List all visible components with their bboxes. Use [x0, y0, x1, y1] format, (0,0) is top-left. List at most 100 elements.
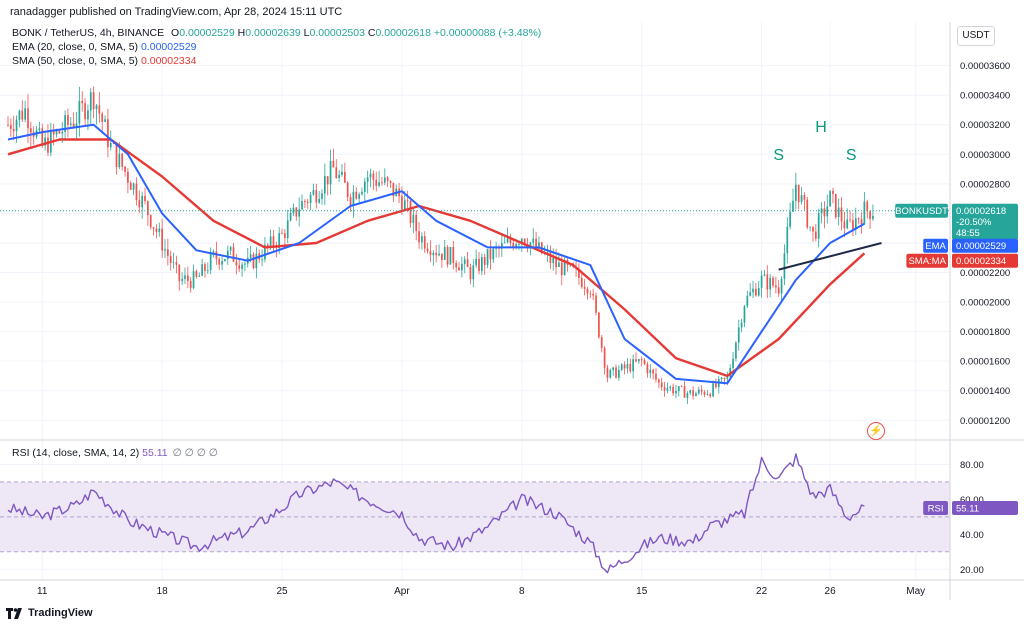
candle-body — [563, 259, 566, 276]
sma-legend[interactable]: SMA (50, close, 0, SMA, 5) 0.00002334 — [12, 55, 196, 67]
price-tick-label: 0.00001600 — [960, 357, 1010, 368]
ema-legend-label: EMA (20, close, 0, SMA, 5) — [12, 41, 139, 53]
candle-body — [15, 119, 18, 132]
candle-body — [520, 238, 523, 245]
currency-label: USDT — [962, 30, 990, 41]
candle-body — [620, 364, 623, 371]
candlestick-series — [7, 86, 874, 404]
candle-body — [586, 288, 589, 294]
tradingview-logo-icon — [6, 607, 22, 619]
price-value: 0.00002618 — [956, 206, 1006, 217]
neckline-trendline[interactable] — [778, 242, 882, 271]
candle-body — [278, 233, 281, 249]
candle-body — [606, 367, 609, 378]
candle-body — [518, 244, 520, 245]
candle-body — [78, 100, 81, 124]
candle-body — [706, 394, 709, 395]
right-shoulder-label: S — [846, 147, 857, 164]
candle-body — [580, 277, 583, 288]
candle-body — [244, 263, 246, 265]
candle-body — [609, 370, 612, 378]
candle-body — [423, 236, 426, 249]
candle-body — [589, 293, 592, 295]
candle-body — [709, 394, 712, 397]
candle-body — [592, 293, 595, 296]
candle-body — [583, 287, 586, 289]
rsi-legend[interactable]: RSI (14, close, SMA, 14, 2) 55.11 ∅ ∅ ∅ … — [12, 447, 218, 459]
candle-body — [826, 206, 829, 217]
candle-body — [418, 231, 420, 243]
candle-body — [512, 243, 515, 248]
time-tick-label: Apr — [394, 586, 410, 597]
candle-body — [109, 142, 112, 148]
candle-body — [446, 246, 449, 265]
ema-legend[interactable]: EMA (20, close, 0, SMA, 5) 0.00002529 — [12, 41, 196, 53]
price-badge[interactable]: BONKUSDT 0.00002618-20.50%48:55 — [895, 203, 1018, 240]
candle-body — [161, 228, 164, 251]
candle-body — [81, 100, 84, 104]
ema-value: 0.00002529 — [956, 241, 1006, 252]
candle-body — [189, 280, 192, 288]
candle-body — [860, 219, 863, 224]
sma-legend-label: SMA (50, close, 0, SMA, 5) — [12, 55, 139, 67]
candle-body — [38, 128, 41, 131]
candle-body — [149, 215, 152, 228]
candle-body — [301, 201, 303, 210]
ema-20-line — [7, 123, 865, 385]
rsi-badge[interactable]: RSI 55.11 — [923, 500, 1018, 515]
candle-body — [632, 359, 635, 372]
candle-body — [186, 275, 189, 281]
sma-legend-value: 0.00002334 — [140, 55, 197, 67]
candle-body — [286, 220, 289, 239]
candle-body — [578, 268, 580, 278]
candle-body — [212, 251, 215, 254]
candle-body — [797, 184, 800, 203]
time-tick-label: May — [906, 586, 925, 597]
candle-body — [814, 231, 817, 239]
price-tick-label: 0.00002200 — [960, 268, 1010, 279]
candle-body — [775, 285, 777, 288]
candle-body — [603, 347, 606, 368]
price-tick-label: 0.00003200 — [960, 120, 1010, 131]
candle-body — [595, 295, 597, 313]
ohlc-low: 0.00002503 — [309, 27, 365, 39]
price-name-tag — [895, 203, 948, 218]
candle-body — [677, 386, 680, 392]
ema-badge[interactable]: EMA 0.00002529 — [923, 238, 1018, 253]
candle-body — [383, 177, 386, 183]
candle-body — [95, 105, 98, 110]
candle-body — [204, 264, 206, 271]
candle-body — [794, 184, 797, 201]
currency-selector[interactable]: USDT — [957, 26, 995, 46]
lightning-icon[interactable]: ⚡ — [867, 422, 885, 440]
candle-body — [284, 233, 286, 239]
candle-body — [24, 108, 26, 120]
ohlc-high: 0.00002639 — [245, 27, 301, 39]
candle-body — [61, 131, 64, 134]
candle-body — [560, 262, 563, 276]
candle-body — [749, 292, 752, 296]
candle-body — [837, 207, 840, 218]
time-tick-label: 11 — [37, 586, 48, 597]
symbol-label[interactable]: BONK / TetherUS, 4h, BINANCE — [12, 27, 165, 39]
time-tick-label: 22 — [756, 586, 768, 597]
candle-body — [666, 388, 669, 391]
candle-body — [235, 261, 238, 266]
sma-badge[interactable]: SMA:MA 0.00002334 — [906, 253, 1018, 268]
candle-body — [834, 193, 837, 218]
candle-body — [712, 383, 714, 397]
candle-body — [335, 167, 338, 179]
candle-body — [144, 195, 146, 202]
candle-body — [135, 183, 138, 201]
candle-body — [406, 200, 409, 202]
candle-body — [323, 176, 326, 194]
tradingview-logo[interactable]: TradingView — [6, 607, 93, 619]
candle-body — [155, 228, 158, 232]
candle-body — [332, 160, 335, 168]
candle-body — [412, 214, 415, 223]
price-tick-label: 0.00001800 — [960, 327, 1010, 338]
ohlc-open: 0.00002529 — [179, 27, 235, 39]
rsi-value-tag — [952, 500, 1018, 515]
rsi-tick-label: 80.00 — [960, 460, 984, 471]
